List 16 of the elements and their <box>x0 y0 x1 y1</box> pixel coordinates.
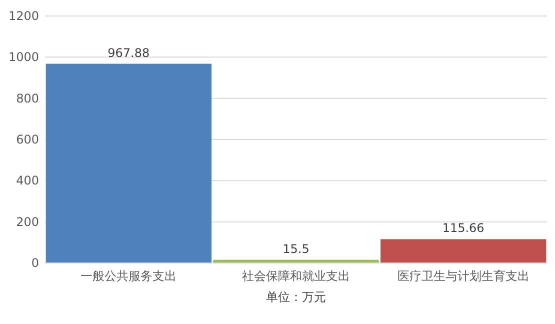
y-tick-label: 400 <box>16 174 39 188</box>
data-label: 967.88 <box>108 46 150 60</box>
y-tick-label: 200 <box>16 214 39 229</box>
bar <box>46 64 212 263</box>
bar <box>380 239 546 263</box>
y-tick-label: 1200 <box>8 9 39 23</box>
y-tick-label: 0 <box>31 256 39 270</box>
data-label: 115.66 <box>442 221 484 236</box>
x-axis-title: 单位：万元 <box>266 290 326 304</box>
x-tick-label: 一般公共服务支出 <box>80 269 177 283</box>
x-tick-label: 医疗卫生与计划生育支出 <box>397 269 530 283</box>
y-tick-label: 800 <box>16 91 39 106</box>
x-tick-label: 社会保障和就业支出 <box>242 269 350 283</box>
y-tick-label: 600 <box>16 132 39 146</box>
y-tick-label: 1000 <box>8 50 39 64</box>
data-label: 15.5 <box>282 242 310 256</box>
